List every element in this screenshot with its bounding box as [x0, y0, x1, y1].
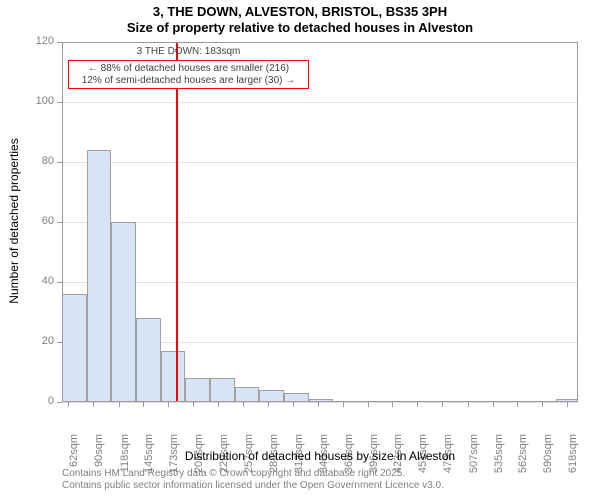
- annotation-line1: ← 88% of detached houses are smaller (21…: [88, 63, 289, 74]
- histogram-bar: [259, 390, 284, 402]
- xtick-mark: [68, 402, 69, 407]
- histogram-bar: [235, 387, 260, 402]
- chart-title-line1: 3, THE DOWN, ALVESTON, BRISTOL, BS35 3PH: [0, 4, 600, 19]
- ytick-mark: [57, 402, 62, 403]
- histogram-bar: [284, 393, 309, 402]
- grid-line: [62, 402, 578, 403]
- xtick-mark: [392, 402, 393, 407]
- histogram-bar: [136, 318, 161, 402]
- grid-line: [62, 222, 578, 223]
- ytick-label: 40: [22, 275, 54, 287]
- attribution-line2: Contains public sector information licen…: [62, 480, 444, 491]
- xtick-mark: [143, 402, 144, 407]
- annotation-title: 3 THE DOWN: 183sqm: [68, 46, 309, 57]
- histogram-bar: [161, 351, 186, 402]
- xtick-mark: [318, 402, 319, 407]
- xtick-mark: [368, 402, 369, 407]
- chart-title-line2: Size of property relative to detached ho…: [0, 20, 600, 35]
- histogram-bar: [111, 222, 136, 402]
- x-axis-label: Distribution of detached houses by size …: [62, 449, 578, 463]
- plot-area: 0204060801001203 THE DOWN: 183sqm← 88% o…: [62, 42, 578, 402]
- marker-line: [176, 42, 178, 402]
- histogram-bar: [87, 150, 112, 402]
- xtick-mark: [468, 402, 469, 407]
- attribution-line1: Contains HM Land Registry data © Crown c…: [62, 468, 405, 479]
- ytick-mark: [57, 42, 62, 43]
- xtick-mark: [119, 402, 120, 407]
- ytick-label: 0: [22, 395, 54, 407]
- ytick-mark: [57, 162, 62, 163]
- xtick-mark: [343, 402, 344, 407]
- grid-line: [62, 162, 578, 163]
- y-axis-label: Number of detached properties: [7, 131, 21, 311]
- annotation-box: ← 88% of detached houses are smaller (21…: [68, 60, 309, 89]
- xtick-mark: [517, 402, 518, 407]
- xtick-mark: [417, 402, 418, 407]
- annotation-line2: 12% of semi-detached houses are larger (…: [82, 75, 295, 86]
- xtick-mark: [442, 402, 443, 407]
- xtick-mark: [293, 402, 294, 407]
- ytick-label: 120: [22, 35, 54, 47]
- ytick-mark: [57, 282, 62, 283]
- ytick-mark: [57, 342, 62, 343]
- xtick-mark: [268, 402, 269, 407]
- ytick-label: 100: [22, 95, 54, 107]
- grid-line: [62, 282, 578, 283]
- xtick-mark: [567, 402, 568, 407]
- grid-line: [62, 42, 578, 43]
- ytick-label: 60: [22, 215, 54, 227]
- xtick-mark: [493, 402, 494, 407]
- histogram-bar: [185, 378, 210, 402]
- ytick-label: 20: [22, 335, 54, 347]
- grid-line: [62, 102, 578, 103]
- attribution-text: Contains HM Land Registry data © Crown c…: [62, 468, 444, 492]
- histogram-bar: [62, 294, 87, 402]
- xtick-mark: [218, 402, 219, 407]
- xtick-mark: [93, 402, 94, 407]
- ytick-mark: [57, 102, 62, 103]
- xtick-mark: [193, 402, 194, 407]
- histogram-bar: [210, 378, 235, 402]
- figure-container: 3, THE DOWN, ALVESTON, BRISTOL, BS35 3PH…: [0, 0, 600, 500]
- xtick-mark: [243, 402, 244, 407]
- xtick-mark: [542, 402, 543, 407]
- histogram-bar: [309, 399, 334, 402]
- ytick-label: 80: [22, 155, 54, 167]
- xtick-mark: [168, 402, 169, 407]
- ytick-mark: [57, 222, 62, 223]
